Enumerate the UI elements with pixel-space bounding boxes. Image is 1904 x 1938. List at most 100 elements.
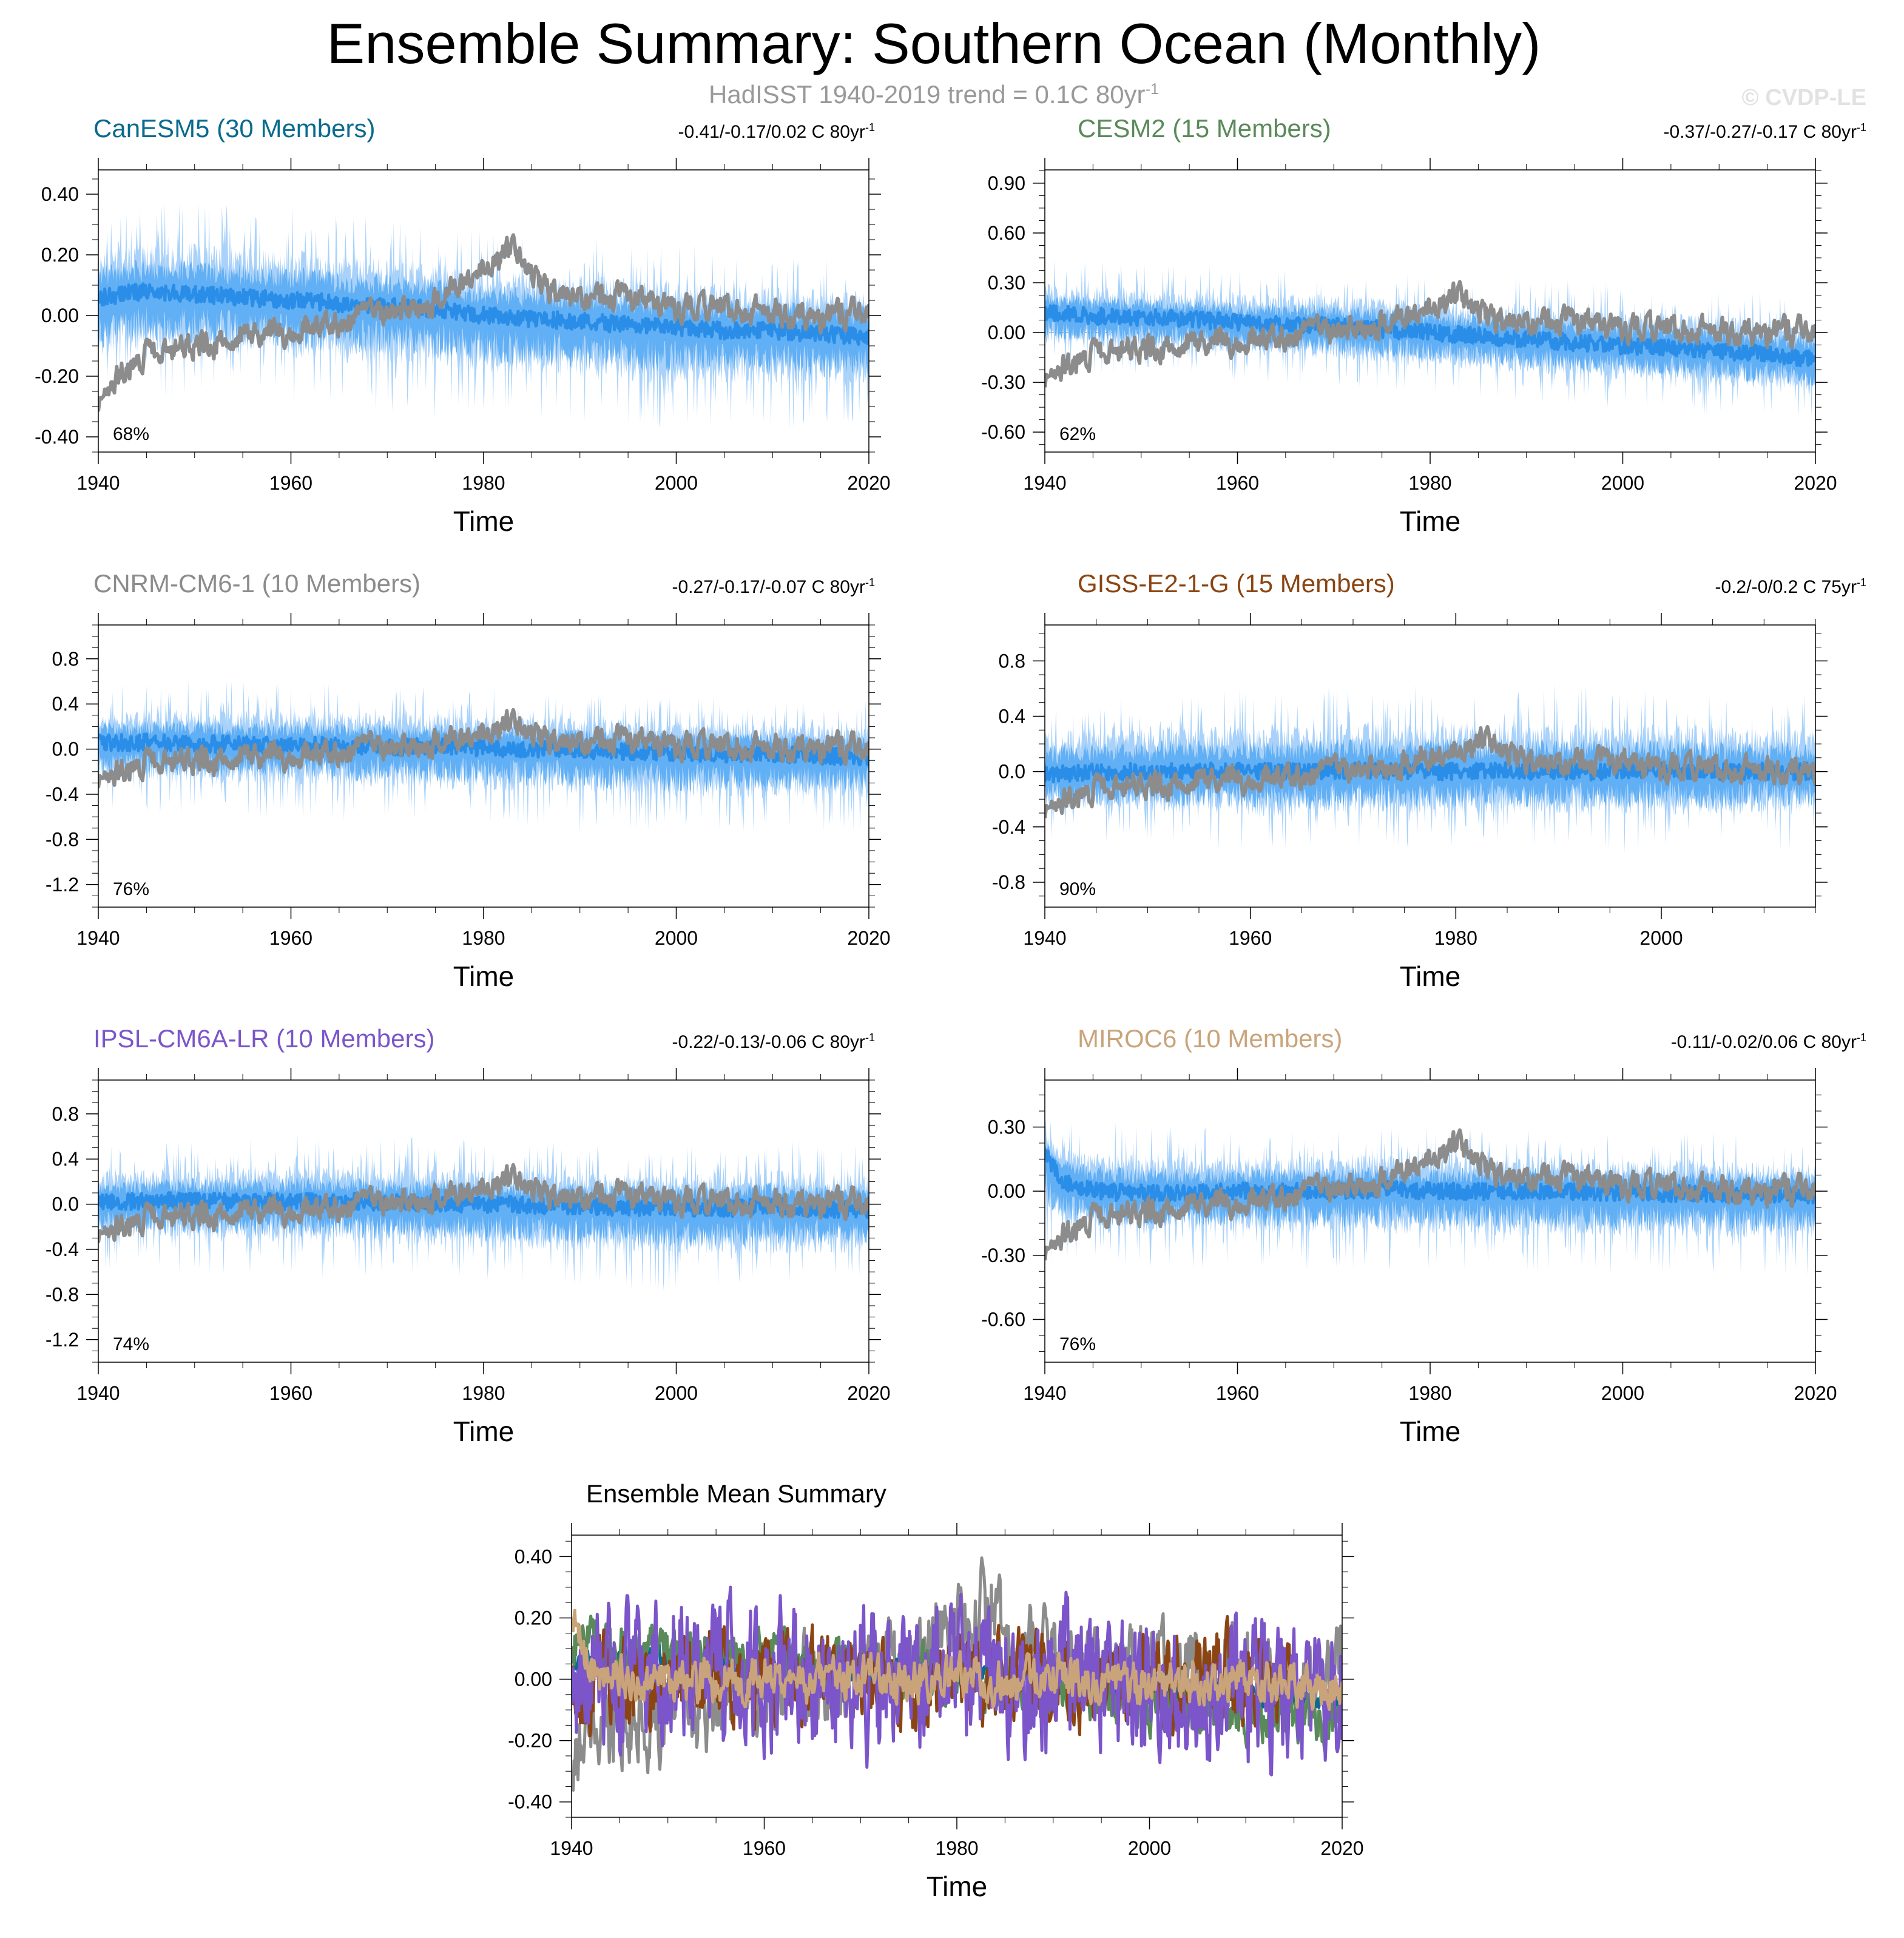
trend-text: -0.41/-0.17/0.02 C 80yr (678, 122, 865, 142)
x-tick-label: 1960 (743, 1837, 786, 1859)
trend-sup: -1 (1856, 576, 1866, 589)
x-tick-label: 1960 (1216, 472, 1259, 494)
y-tick-label: 0.0 (999, 761, 1025, 783)
x-tick-label: 1980 (1408, 1382, 1451, 1404)
x-tick-label: 1940 (76, 472, 120, 494)
y-tick-label: 0.30 (988, 1116, 1025, 1138)
x-tick-label: 1960 (1216, 1382, 1259, 1404)
main-title: Ensemble Summary: Southern Ocean (Monthl… (326, 12, 1541, 75)
y-tick-label: 0.40 (515, 1545, 552, 1567)
y-tick-label: -0.8 (46, 1283, 79, 1305)
y-tick-label: 0.0 (52, 1194, 79, 1215)
panel-title-miroc6: MIROC6 (10 Members) (1078, 1024, 1343, 1053)
x-tick-label: 1980 (935, 1837, 978, 1859)
y-tick-label: -0.8 (46, 828, 79, 850)
pct-label: 90% (1059, 879, 1096, 899)
trend-text: -0.11/-0.02/0.06 C 80yr (1670, 1032, 1857, 1052)
x-axis-label: Time (453, 1416, 515, 1447)
y-tick-label: -0.40 (508, 1791, 552, 1813)
y-tick-label: -0.4 (992, 816, 1025, 838)
trend-text: -0.27/-0.17/-0.07 C 80yr (672, 577, 865, 597)
trend-sup: -1 (1856, 121, 1866, 133)
subtitle: HadISST 1940-2019 trend = 0.1C 80yr-1 (0, 78, 1868, 112)
y-tick-label: 0.00 (41, 305, 79, 326)
y-tick-label: -1.2 (46, 1329, 79, 1351)
x-axis-label: Time (927, 1871, 988, 1902)
y-tick-label: 0.00 (515, 1669, 552, 1690)
x-axis-label: Time (1400, 505, 1461, 537)
observed-line (1045, 1128, 1815, 1261)
panel-title-cnrm: CNRM-CM6-1 (10 Members) (93, 569, 421, 598)
x-tick-label: 1980 (1434, 927, 1477, 949)
y-tick-label: 0.20 (515, 1607, 552, 1629)
trend-text: -0.22/-0.13/-0.06 C 80yr (672, 1032, 865, 1052)
y-tick-label: 0.4 (999, 705, 1025, 727)
x-tick-label: 1960 (1229, 927, 1272, 949)
x-tick-label: 2000 (655, 927, 698, 949)
pct-label: 76% (1059, 1334, 1096, 1354)
plot-area (98, 1135, 869, 1291)
y-tick-label: 0.90 (988, 172, 1025, 194)
pct-label: 68% (113, 424, 149, 444)
y-tick-label: -0.20 (508, 1730, 552, 1752)
x-tick-label: 2020 (1320, 1837, 1363, 1859)
pct-label: 76% (113, 879, 149, 899)
plot-area (98, 203, 869, 430)
observed-line (1045, 724, 1815, 819)
y-tick-label: 0.30 (988, 272, 1025, 294)
x-axis-label: Time (453, 505, 515, 537)
x-tick-label: 1940 (76, 927, 120, 949)
y-tick-label: 0.00 (988, 1180, 1025, 1202)
x-tick-label: 1940 (550, 1837, 593, 1859)
plot-area (1045, 1119, 1815, 1277)
ensemble-mean-line (1045, 304, 1815, 368)
x-tick-label: 2020 (1794, 1382, 1837, 1404)
x-tick-label: 2020 (1794, 472, 1837, 494)
x-tick-label: 1980 (1408, 472, 1451, 494)
chart-giss: -0.8 -0.4 0.0 0.4 0.8 1940 1960 1980 2000 Time 90% (992, 613, 1828, 992)
y-tick-label: 0.60 (988, 222, 1025, 244)
chart-cnrm: -1.2 -0.8 -0.4 0.0 0.4 0.8 1940 1960 1980 2000 202… (46, 613, 891, 992)
y-tick-label: -0.8 (992, 871, 1025, 893)
x-axis-label: Time (453, 961, 515, 992)
ensemble-mean-line (98, 282, 869, 346)
y-tick-label: -0.60 (981, 1309, 1025, 1331)
y-tick-label: -0.20 (35, 365, 79, 387)
plot-area (98, 680, 869, 832)
panel-title-cesm2: CESM2 (15 Members) (1078, 114, 1331, 143)
trend-text: -0.37/-0.27/-0.17 C 80yr (1663, 122, 1857, 142)
panel-title-giss: GISS-E2-1-G (15 Members) (1078, 569, 1395, 598)
chart-summary: -0.40 -0.20 0.00 0.20 0.40 1940 1960 1980 2000 20… (508, 1523, 1364, 1902)
x-tick-label: 1940 (1023, 927, 1066, 949)
x-axis-label: Time (1400, 1416, 1461, 1447)
series-line-miroc6 (572, 1609, 1342, 1711)
trend-miroc6: -0.11/-0.02/0.06 C 80yr-1 (1671, 1030, 1866, 1055)
observed-line (1045, 280, 1815, 388)
trend-sup: -1 (865, 1031, 875, 1044)
y-tick-label: 0.00 (988, 322, 1025, 343)
y-tick-label: 0.4 (52, 1148, 79, 1170)
y-tick-label: -0.30 (981, 1244, 1025, 1266)
y-tick-label: -0.4 (46, 1238, 79, 1260)
x-tick-label: 2020 (847, 472, 890, 494)
x-tick-label: 2000 (1601, 1382, 1644, 1404)
observed-line (98, 1163, 869, 1243)
x-tick-label: 2020 (847, 1382, 890, 1404)
x-tick-label: 1940 (76, 1382, 120, 1404)
x-tick-label: 1960 (269, 927, 312, 949)
chart-ipsl: -1.2 -0.8 -0.4 0.0 0.4 0.8 1940 1960 1980 2000 202… (46, 1068, 891, 1447)
x-tick-label: 2000 (655, 472, 698, 494)
trend-sup: -1 (865, 121, 875, 133)
y-tick-label: 0.8 (52, 1103, 79, 1125)
trend-text: -0.2/-0/0.2 C 75yr (1715, 577, 1857, 597)
trend-ipsl: -0.22/-0.13/-0.06 C 80yr-1 (672, 1030, 875, 1055)
plot-frame (1044, 624, 1816, 908)
trend-sup: -1 (1856, 1031, 1866, 1044)
x-tick-label: 1980 (462, 927, 505, 949)
pct-label: 62% (1059, 424, 1096, 444)
x-tick-label: 2000 (1128, 1837, 1171, 1859)
y-tick-label: -1.2 (46, 874, 79, 896)
y-tick-label: 0.8 (52, 648, 79, 670)
x-axis-label: Time (1400, 961, 1461, 992)
